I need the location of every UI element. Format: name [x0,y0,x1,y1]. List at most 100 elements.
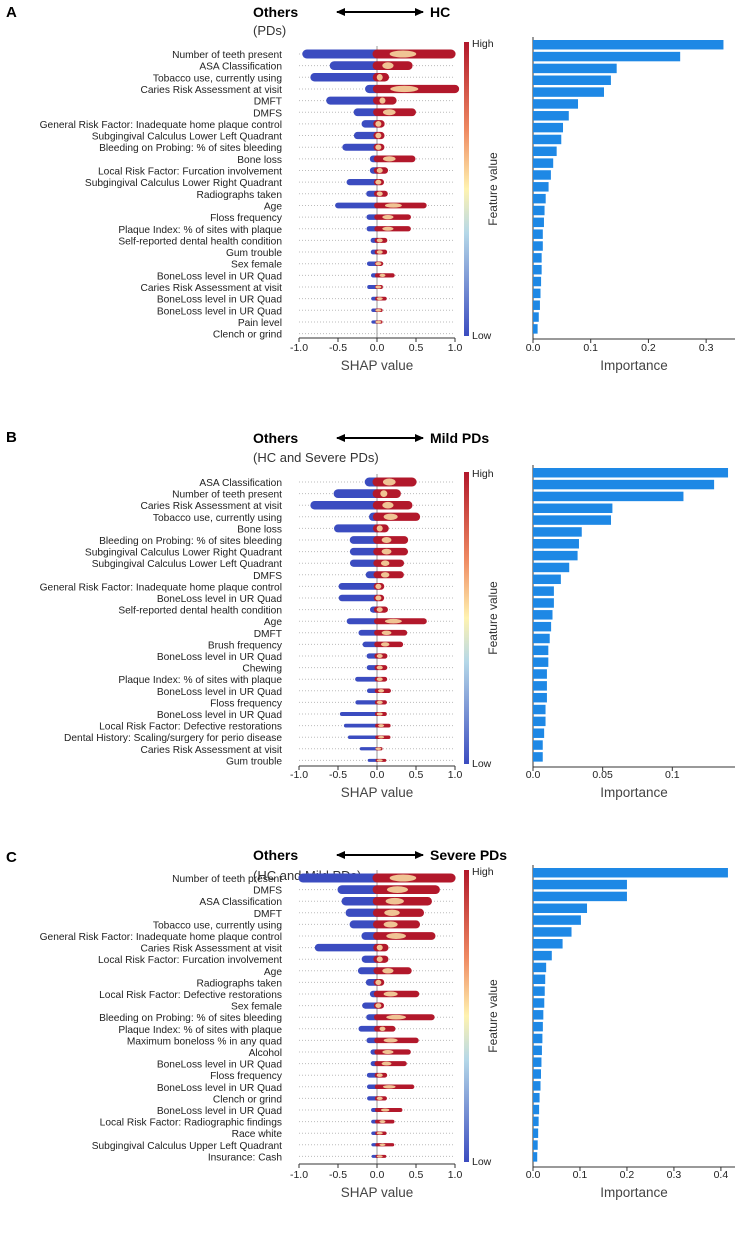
shap-mid-swarm [382,968,394,974]
importance-bar [533,692,547,703]
colorbar-title: Feature value [486,152,500,226]
importance-tick-label: 0.0 [526,1169,541,1181]
feature-label: Subgingival Calculus Lower Left Quadrant [92,132,282,143]
feature-label: Race white [232,1129,283,1140]
importance-bar [533,1021,543,1032]
feature-label: BoneLoss level in UR Quad [157,295,282,306]
feature-label: Floss frequency [210,698,283,709]
feature-label: Self-reported dental health condition [118,236,282,247]
feature-label: Bleeding on Probing: % of sites bleeding [99,536,282,547]
importance-bar [533,915,581,925]
shap-tick-label: 1.0 [448,1169,463,1181]
shap-mid-swarm [382,62,394,70]
importance-bar [533,324,538,334]
panel-letter: A [6,4,17,21]
shap-mid-swarm [375,308,382,312]
feature-label: General Risk Factor: Inadequate home pla… [40,120,282,131]
feature-label: Tobacco use, currently using [153,513,282,524]
importance-bar [533,40,724,50]
importance-bar [533,962,547,973]
shap-mid-swarm [386,886,409,893]
shap-mid-swarm [380,642,390,647]
shap-mid-swarm [376,297,383,301]
panel-letter: C [6,849,17,866]
importance-bar [533,146,557,157]
feature-label: General Risk Factor: Inadequate home pla… [40,582,282,593]
shap-mid-swarm [381,1061,392,1066]
feature-label: Bone loss [237,524,282,535]
shap-mid-swarm [384,618,402,624]
feature-label: Local Risk Factor: Furcation involvement [98,167,282,178]
feature-label: Sex female [231,260,282,271]
importance-bar [533,312,539,322]
shap-mid-swarm [376,607,383,613]
shap-mid-swarm [376,712,383,716]
shap-mid-swarm [376,1131,383,1135]
feature-label: Radiographs taken [196,978,282,989]
colorbar-high-label: High [472,38,494,50]
header-right-label: HC [430,4,450,20]
feature-label: Floss frequency [210,1071,283,1082]
feature-label: Maximum boneloss % in any quad [127,1036,282,1047]
header-subtitle: (HC and Severe PDs) [253,450,379,465]
importance-bar [533,122,564,133]
shap-tick-label: -1.0 [290,342,308,354]
feature-label: Bone loss [237,155,282,166]
importance-bar [533,111,569,121]
importance-bar [533,728,545,738]
importance-bar [533,574,561,585]
shap-mid-swarm [375,132,382,139]
shap-mid-swarm [389,874,417,882]
importance-bar [533,1069,541,1079]
feature-label: Age [264,201,282,212]
shap-mid-swarm [380,560,390,566]
importance-bar [533,1045,542,1056]
feature-label: BoneLoss level in UR Quad [157,1106,282,1117]
colorbar-low-label: Low [472,330,492,342]
importance-bar [533,99,579,109]
header-left-label: Others [253,430,298,446]
shap-mid-swarm [381,537,392,543]
shap-mid-swarm [389,50,417,58]
importance-bar [533,1152,538,1162]
feature-label: Caries Risk Assessment at visit [140,944,282,955]
feature-label: DMFT [254,909,282,920]
importance-tick-label: 0.1 [665,769,680,781]
shap-mid-swarm [384,203,402,208]
shap-mid-swarm [378,735,385,739]
shap-tick-label: 1.0 [448,342,463,354]
importance-bar [533,300,540,310]
importance-bar [533,927,572,937]
shap-mid-swarm [375,1003,382,1009]
feature-label: Floss frequency [210,213,283,224]
feature-label: Dental History: Scaling/surgery for peri… [64,733,282,744]
shap-mid-swarm [375,121,382,127]
importance-bar [533,1116,539,1127]
importance-tick-label: 0.1 [573,1169,588,1181]
importance-bar [533,716,546,727]
importance-bar [533,879,627,890]
shap-mid-swarm [383,921,398,928]
feature-label: Pain level [238,318,282,329]
shap-mid-swarm [376,1096,383,1101]
colorbar-title: Feature value [486,581,500,655]
shap-mid-swarm [385,897,404,905]
importance-tick-label: 0.2 [620,1169,635,1181]
feature-label: Brush frequency [208,640,283,651]
feature-label: Age [264,617,282,628]
importance-tick-label: 0.2 [641,342,656,354]
shap-mid-swarm [375,747,382,751]
feature-label: Caries Risk Assessment at visit [140,85,282,96]
feature-label: Self-reported dental health condition [118,606,282,617]
feature-label: Local Risk Factor: Radiographic findings [100,1118,282,1129]
feature-label: Plaque Index: % of sites with plaque [118,675,282,686]
feature-label: Bleeding on Probing: % of sites bleeding [99,143,282,154]
importance-tick-label: 0.3 [667,1169,682,1181]
shap-mid-swarm [375,285,382,289]
shap-mid-swarm [376,74,383,81]
importance-bar [533,63,617,74]
shap-mid-swarm [382,1085,396,1089]
feature-label: Sex female [231,1002,282,1013]
colorbar-low-label: Low [472,1156,492,1168]
importance-bar [533,610,553,620]
